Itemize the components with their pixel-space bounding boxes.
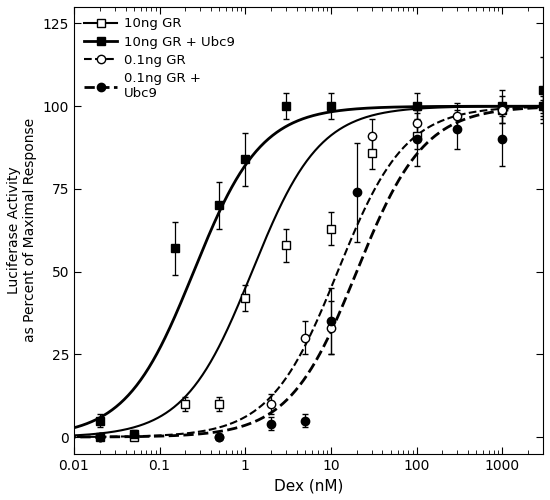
- Y-axis label: Luciferase Activity
as Percent of Maximal Response: Luciferase Activity as Percent of Maxima…: [7, 118, 37, 342]
- Legend: 10ng GR, 10ng GR + Ubc9, 0.1ng GR, 0.1ng GR +
Ubc9: 10ng GR, 10ng GR + Ubc9, 0.1ng GR, 0.1ng…: [80, 14, 239, 104]
- X-axis label: Dex (nM): Dex (nM): [274, 478, 343, 493]
